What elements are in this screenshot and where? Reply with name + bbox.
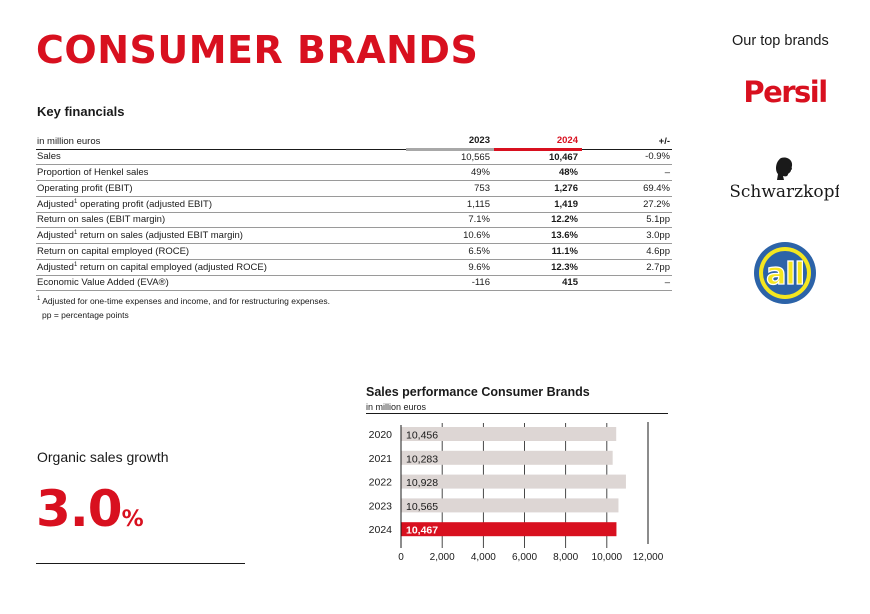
data-label: 10,283: [406, 453, 438, 465]
row-label: Return on sales (EBIT margin): [36, 212, 406, 229]
value-change: -0.9%: [582, 149, 672, 166]
schwarzkopf-silhouette-icon: [776, 157, 793, 180]
data-label: 10,565: [406, 501, 438, 513]
value-2023: 7.1%: [406, 212, 494, 229]
page-title: CONSUMER BRANDS: [36, 28, 479, 72]
value-2023: 9.6%: [406, 259, 494, 276]
table-header-row: in million euros 2023 2024 +/-: [36, 134, 672, 151]
value-2023: -116: [406, 275, 494, 292]
row-label: Adjusted1 return on sales (adjusted EBIT…: [36, 227, 406, 244]
y-tick-label: 2022: [369, 477, 393, 489]
value-2024: 11.1%: [494, 243, 582, 260]
x-tick-label: 0: [398, 552, 404, 563]
all-logo: all: [754, 242, 816, 304]
data-label: 10,456: [406, 430, 438, 442]
column-header-2024: 2024: [494, 134, 582, 151]
value-2024: 415: [494, 275, 582, 292]
value-2024: 1,419: [494, 196, 582, 213]
value-2023: 10.6%: [406, 227, 494, 244]
footnote-marker: 1: [73, 198, 78, 205]
value-2023: 1,115: [406, 196, 494, 213]
y-tick-label: 2020: [369, 429, 393, 441]
value-2023: 10,565: [406, 149, 494, 166]
table-row: Return on sales (EBIT margin) 7.1% 12.2%…: [36, 212, 672, 229]
table-row: Sales 10,565 10,467 -0.9%: [36, 149, 672, 166]
organic-growth-value: 3.0%: [36, 480, 144, 538]
bar: [401, 498, 619, 513]
value-change: 69.4%: [582, 180, 672, 197]
key-financials-heading: Key financials: [37, 104, 125, 119]
value-2024: 13.6%: [494, 227, 582, 244]
table-row: Economic Value Added (EVA®) -116 415 –: [36, 275, 672, 292]
table-row: Adjusted1 operating profit (adjusted EBI…: [36, 196, 672, 213]
divider: [36, 563, 245, 564]
value-2024: 12.2%: [494, 212, 582, 229]
value-change: 2.7pp: [582, 259, 672, 276]
chart-subtitle: in million euros: [366, 402, 427, 412]
x-tick-label: 12,000: [633, 552, 664, 563]
value-change: 3.0pp: [582, 227, 672, 244]
bar: [401, 474, 626, 489]
y-tick-label: 2023: [369, 500, 393, 512]
value-change: 5.1pp: [582, 212, 672, 229]
footnote-marker: 1: [73, 230, 78, 237]
table-row: Adjusted1 return on capital employed (ad…: [36, 259, 672, 276]
value-2023: 753: [406, 180, 494, 197]
unit-label: in million euros: [36, 134, 406, 150]
row-label: Adjusted1 operating profit (adjusted EBI…: [36, 196, 406, 213]
row-label: Sales: [36, 149, 406, 166]
bar: [401, 427, 617, 441]
chart-title: Sales performance Consumer Brands: [366, 385, 590, 399]
column-header-change: +/-: [582, 134, 672, 150]
value-change: 27.2%: [582, 196, 672, 213]
row-label: Proportion of Henkel sales: [36, 164, 406, 181]
table-row: Return on capital employed (ROCE) 6.5% 1…: [36, 243, 672, 260]
row-label: Adjusted1 return on capital employed (ad…: [36, 259, 406, 276]
row-label: Economic Value Added (EVA®): [36, 275, 406, 292]
footnote-pp: pp = percentage points: [42, 310, 129, 320]
x-tick-label: 10,000: [592, 552, 623, 563]
chart-divider: [366, 413, 668, 414]
value-2024: 12.3%: [494, 259, 582, 276]
y-tick-label: 2024: [369, 524, 393, 536]
data-label: 10,467: [406, 525, 438, 537]
column-header-2023: 2023: [406, 134, 494, 151]
persil-logo: Persil: [743, 75, 828, 109]
data-label: 10,928: [406, 477, 438, 489]
x-tick-label: 2,000: [430, 552, 455, 563]
value-2024: 10,467: [494, 149, 582, 166]
value-2023: 6.5%: [406, 243, 494, 260]
bar: [401, 522, 617, 537]
value-2024: 1,276: [494, 180, 582, 197]
table-row: Operating profit (EBIT) 753 1,276 69.4%: [36, 180, 672, 197]
x-tick-label: 8,000: [553, 552, 578, 563]
row-label: Operating profit (EBIT): [36, 180, 406, 197]
schwarzkopf-logo: Schwarzkopf: [731, 157, 839, 202]
value-2023: 49%: [406, 164, 494, 181]
value-change: –: [582, 164, 672, 181]
sales-bar-chart: 0 2,000 4,000 6,000 8,000 10,000 12,000 2020 10,…: [369, 422, 664, 563]
schwarzkopf-logo-text: Schwarzkopf: [731, 182, 839, 202]
y-tick-label: 2021: [369, 453, 393, 465]
value-2024: 48%: [494, 164, 582, 181]
persil-logo-text: Persil: [743, 75, 826, 109]
all-logo-text: all: [766, 257, 804, 292]
brands-heading: Our top brands: [732, 33, 829, 49]
row-label: Return on capital employed (ROCE): [36, 243, 406, 260]
organic-growth-label: Organic sales growth: [37, 449, 169, 465]
footnote-marker: 1: [73, 261, 78, 268]
x-tick-label: 4,000: [471, 552, 496, 563]
table-row: Proportion of Henkel sales 49% 48% –: [36, 164, 672, 181]
key-financials-table: in million euros 2023 2024 +/- Sales 10,…: [36, 134, 672, 292]
x-tick-label: 6,000: [512, 552, 537, 563]
bar: [401, 450, 613, 465]
footnote-adjusted: 1 Adjusted for one-time expenses and inc…: [37, 296, 330, 306]
value-change: 4.6pp: [582, 243, 672, 260]
value-change: –: [582, 275, 672, 292]
table-row: Adjusted1 return on sales (adjusted EBIT…: [36, 227, 672, 244]
